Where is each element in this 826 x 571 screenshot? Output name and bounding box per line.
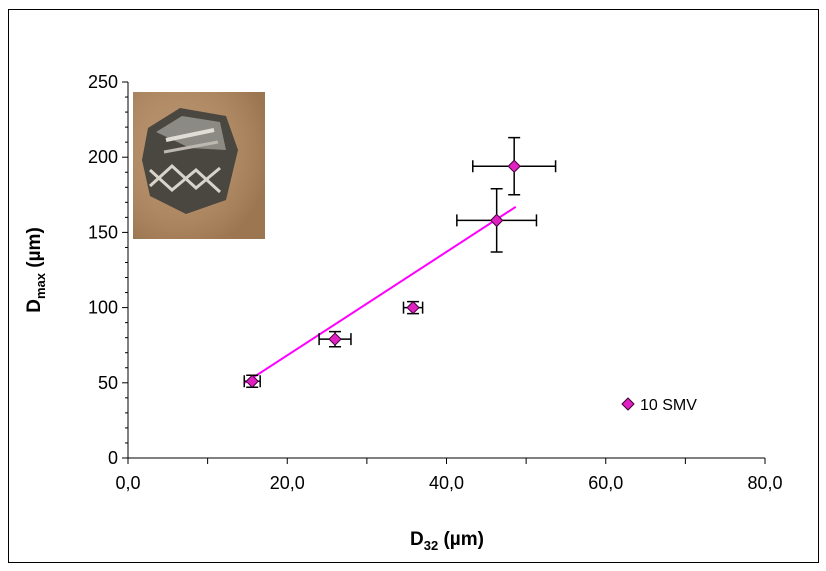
y-tick-label: 100 xyxy=(88,298,118,318)
point xyxy=(489,213,504,228)
y-tick-label: 50 xyxy=(98,373,118,393)
x-tick-label: 60,0 xyxy=(588,473,623,493)
point xyxy=(328,332,342,346)
y-tick-label: 0 xyxy=(108,448,118,468)
x-tick-label: 0,0 xyxy=(115,473,140,493)
legend-marker xyxy=(621,397,635,411)
x-axis-title: D32 (µm) xyxy=(410,529,484,553)
point xyxy=(245,374,259,389)
y-tick-label: 150 xyxy=(88,222,118,242)
y-axis-title: Dmax (µm) xyxy=(24,227,48,313)
legend-label: 10 SMV xyxy=(640,397,697,414)
y-tick-label: 250 xyxy=(88,72,118,92)
point xyxy=(507,159,521,173)
inset-photo xyxy=(133,92,265,239)
y-tick-label: 200 xyxy=(88,147,118,167)
x-tick-label: 40,0 xyxy=(429,473,464,493)
point xyxy=(406,300,420,315)
trend-line xyxy=(244,205,517,384)
x-tick-label: 80,0 xyxy=(747,473,782,493)
x-tick-label: 20,0 xyxy=(270,473,305,493)
